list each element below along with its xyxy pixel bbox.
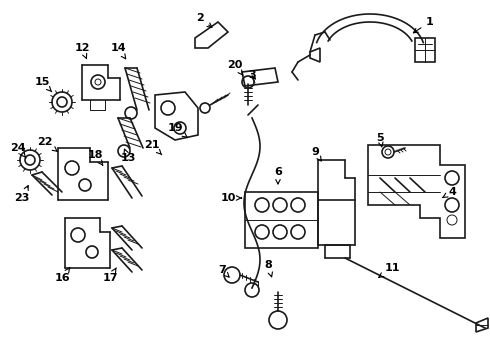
Text: 17: 17 [102,268,118,283]
Text: 24: 24 [10,143,26,158]
Text: 23: 23 [14,186,30,203]
Text: 8: 8 [264,260,272,277]
Text: 6: 6 [274,167,282,184]
Text: 22: 22 [37,137,57,152]
Text: 12: 12 [74,43,90,59]
Text: 16: 16 [54,268,70,283]
Text: 18: 18 [87,150,103,165]
Text: 11: 11 [379,263,400,278]
Text: 1: 1 [414,17,434,33]
Text: 4: 4 [442,187,456,198]
Text: 21: 21 [144,140,162,155]
Text: 9: 9 [311,147,321,161]
Text: 14: 14 [110,43,126,59]
Text: 5: 5 [376,133,384,147]
Text: 10: 10 [220,193,242,203]
Text: 20: 20 [227,60,243,75]
Text: 13: 13 [121,149,136,163]
Text: 7: 7 [218,265,229,277]
Text: 19: 19 [167,123,188,138]
Text: 2: 2 [196,13,212,27]
Text: 3: 3 [248,70,256,80]
Text: 15: 15 [34,77,52,92]
